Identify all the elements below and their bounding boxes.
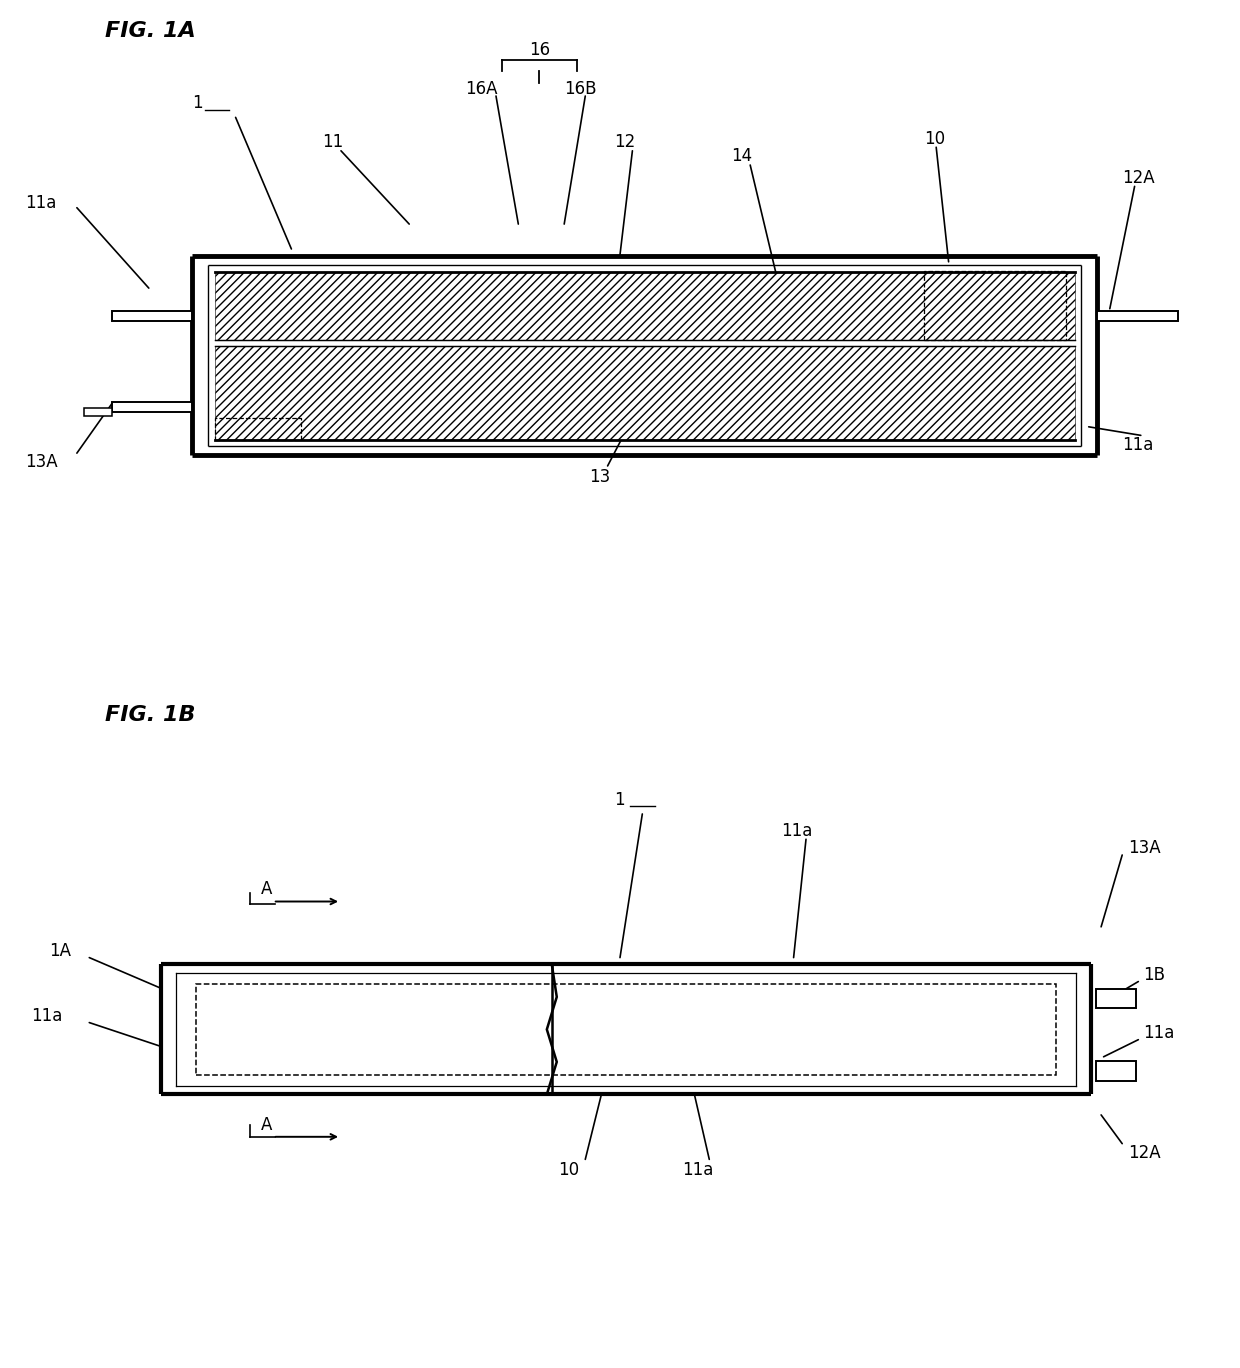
Text: 11a: 11a <box>1143 1023 1174 1042</box>
Text: 11a: 11a <box>31 1007 62 1025</box>
Text: 12A: 12A <box>1128 1144 1161 1161</box>
Text: 14: 14 <box>732 148 753 166</box>
Bar <box>1096 989 1136 1008</box>
Bar <box>112 311 192 321</box>
Bar <box>192 256 1097 456</box>
Text: 11: 11 <box>322 133 343 152</box>
Text: 13A: 13A <box>1128 839 1161 858</box>
Text: 16: 16 <box>528 41 551 59</box>
Text: 1A: 1A <box>50 941 72 960</box>
Text: 1: 1 <box>192 94 203 112</box>
Bar <box>161 964 1091 1094</box>
Bar <box>112 402 192 412</box>
Text: 13A: 13A <box>25 453 57 472</box>
Text: 10: 10 <box>924 130 945 148</box>
Text: A: A <box>260 880 272 899</box>
Text: 10: 10 <box>558 1160 579 1179</box>
Text: 12: 12 <box>614 133 635 152</box>
Bar <box>1096 1062 1136 1081</box>
Text: 1B: 1B <box>1143 966 1166 984</box>
Bar <box>196 984 1056 1075</box>
Text: 11a: 11a <box>781 822 812 840</box>
Text: 1: 1 <box>614 791 625 810</box>
Text: FIG. 1B: FIG. 1B <box>105 705 196 725</box>
Text: 11a: 11a <box>682 1160 713 1179</box>
Bar <box>215 346 1075 439</box>
Text: 11a: 11a <box>25 194 56 212</box>
Bar <box>84 408 112 416</box>
Bar <box>924 271 1066 341</box>
Text: 13: 13 <box>589 468 610 486</box>
Text: FIG. 1A: FIG. 1A <box>105 22 196 41</box>
Text: 11a: 11a <box>1122 435 1153 454</box>
Text: A: A <box>260 1116 272 1134</box>
Text: 16B: 16B <box>564 79 596 98</box>
Bar <box>215 417 301 440</box>
Text: 16A: 16A <box>465 79 497 98</box>
Bar <box>215 272 1075 339</box>
Bar <box>215 339 1075 346</box>
Bar <box>1097 311 1178 321</box>
Text: 12A: 12A <box>1122 168 1154 187</box>
